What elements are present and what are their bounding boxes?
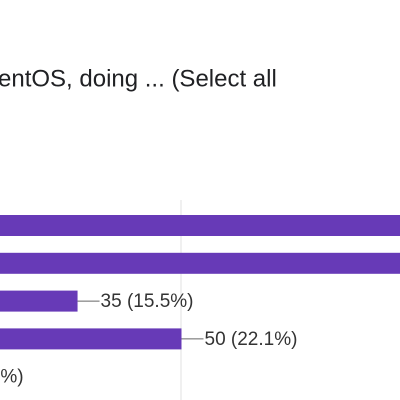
- value-label: 50 (22.1%): [205, 329, 298, 350]
- chart-title: entOS, doing ... (Select all: [0, 65, 277, 92]
- bar: [0, 252, 400, 274]
- value-label: 12 (5.3%): [0, 367, 24, 388]
- bar: [0, 328, 182, 350]
- value-label: 35 (15.5%): [101, 291, 194, 312]
- bar: [0, 290, 78, 312]
- bar: [0, 215, 400, 236]
